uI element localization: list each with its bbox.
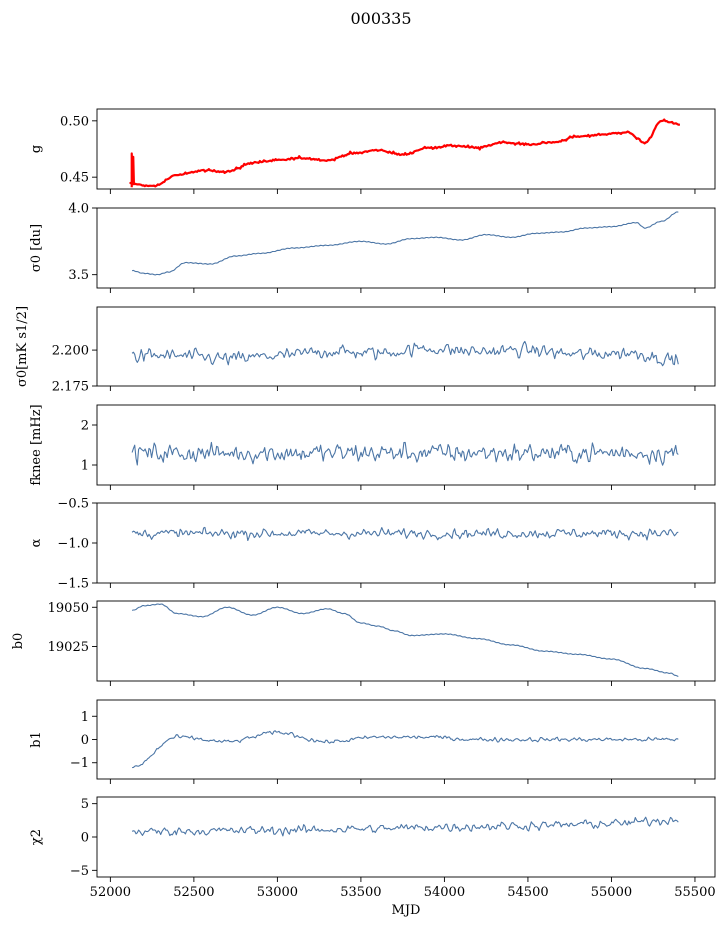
series-line <box>131 441 679 466</box>
y-tick-label: 0.50 <box>60 114 89 129</box>
x-tick-label: 54500 <box>507 885 548 900</box>
series-line <box>131 211 679 276</box>
y-axis-label: σ0 [du] <box>29 224 44 272</box>
y-tick-label: 2 <box>81 419 89 434</box>
series-line <box>131 603 679 677</box>
y-tick-label: 2.175 <box>52 380 89 395</box>
series-line <box>132 730 679 769</box>
y-axis-label: b1 <box>29 731 44 748</box>
y-tick-label: 19050 <box>48 601 89 616</box>
y-tick-label: −1.5 <box>57 577 89 592</box>
plot-frame <box>96 796 716 878</box>
y-axis-label: σ0[mK s1/2] <box>15 306 30 387</box>
y-tick-label: 0 <box>81 733 89 748</box>
y-axis-label: α <box>29 538 44 547</box>
y-tick-label: 5 <box>81 797 89 812</box>
plot-frame <box>96 404 716 486</box>
plot-frame <box>96 699 716 780</box>
x-tick-label: 53000 <box>257 885 298 900</box>
plot-frame <box>96 108 716 190</box>
y-axis-label: b0 <box>11 633 26 650</box>
plot-frame <box>96 502 716 584</box>
panels: 0.45 0.50 g 3.5 4.0 σ0 [du] 2.175 2.200 σ0[mK s1… <box>11 108 716 918</box>
y-tick-label: 0.45 <box>60 171 89 186</box>
y-tick-label: 4.0 <box>68 202 89 217</box>
y-tick-label: 0 <box>81 831 89 846</box>
x-tick-label: 55500 <box>674 885 715 900</box>
x-axis-label: MJD <box>392 903 421 918</box>
plot-frame <box>96 306 716 387</box>
panel-chi2: −5 0 5 52000 52500 53000 53500 54000 54500 55000 5… <box>29 796 716 918</box>
y-axis-label: g <box>29 145 44 153</box>
x-tick-label: 52000 <box>90 885 131 900</box>
plot-frame <box>96 207 716 289</box>
y-tick-label: −0.5 <box>57 497 89 512</box>
panel-g: 0.45 0.50 g <box>29 108 716 194</box>
series-line <box>131 340 679 367</box>
x-tick-label: 52500 <box>173 885 214 900</box>
x-tick-label: 55000 <box>591 885 632 900</box>
x-tick-label: 54000 <box>424 885 465 900</box>
panel-alpha: −1.5 −1.0 −0.5 α <box>29 497 716 592</box>
y-tick-label: −1 <box>70 756 89 771</box>
series-line <box>131 526 679 542</box>
x-tick-label: 53500 <box>340 885 381 900</box>
panel-b1: −1 0 1 b1 <box>29 699 716 784</box>
panel-fknee: 1 2 fknee [mHz] <box>29 404 716 490</box>
y-tick-label: 1 <box>81 710 89 725</box>
y-tick-label: 1 <box>81 459 89 474</box>
panel-b0: 19025 19050 b0 <box>11 600 716 686</box>
y-tick-label: 3.5 <box>68 268 89 283</box>
y-tick-label: 19025 <box>48 640 89 655</box>
y-tick-label: −1.0 <box>57 537 89 552</box>
y-axis-label: fknee [mHz] <box>29 404 44 485</box>
series-line-highlight <box>129 118 680 188</box>
y-axis-label: χ2 <box>29 829 44 845</box>
panel-sigma0-du: 3.5 4.0 σ0 [du] <box>29 202 716 293</box>
plot-frame <box>96 600 716 682</box>
y-tick-label: −5 <box>70 864 89 879</box>
series-line <box>131 816 679 837</box>
figure-title: 000335 <box>350 9 411 28</box>
y-tick-label: 2.200 <box>52 344 89 359</box>
panel-sigma0-mk: 2.175 2.200 σ0[mK s1/2] <box>15 306 716 395</box>
